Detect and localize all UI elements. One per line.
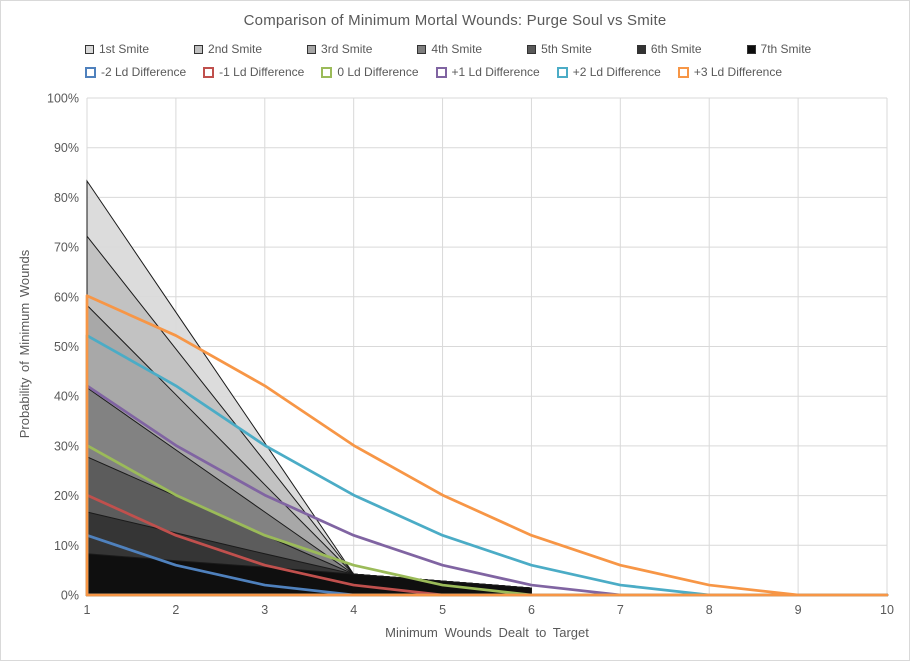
legend-swatch-smite-3 <box>307 44 317 54</box>
legend-item-ld-3: +1 Ld Difference <box>435 65 540 79</box>
y-tick-label: 0% <box>61 589 79 603</box>
y-tick-label: 40% <box>54 390 79 404</box>
legend-label: -2 Ld Difference <box>101 65 187 79</box>
chart-title: Comparison of Minimum Mortal Wounds: Pur… <box>243 12 667 29</box>
x-tick-label: 3 <box>261 603 268 617</box>
legend-label: 0 Ld Difference <box>337 65 419 79</box>
legend-item-ld-5: +3 Ld Difference <box>677 65 783 79</box>
legend-item-smite-2: 2nd Smite <box>194 42 262 56</box>
legend-item-smite-6: 6th Smite <box>636 42 702 56</box>
legend-swatch-ld-3 <box>435 66 447 78</box>
legend-swatch-smite-4 <box>417 44 427 54</box>
y-tick-label: 20% <box>54 489 79 503</box>
x-tick-label: 4 <box>350 603 357 617</box>
y-tick-label: 10% <box>54 539 79 553</box>
legend-label: 2nd Smite <box>208 42 263 56</box>
x-tick-label: 5 <box>439 603 446 617</box>
y-tick-label: 50% <box>54 340 79 354</box>
legend-swatch-smite-5 <box>527 44 537 54</box>
y-axis-title: Probability of Minimum Wounds <box>17 249 32 439</box>
legend-swatch-ld-5 <box>677 66 689 78</box>
legend-label: 6th Smite <box>650 42 702 56</box>
y-tick-label: 100% <box>47 92 79 106</box>
legend-item-ld-2: 0 Ld Difference <box>321 65 419 79</box>
x-tick-label: 8 <box>706 603 713 617</box>
legend-swatch-smite-6 <box>636 44 646 54</box>
x-tick-label: 7 <box>617 603 624 617</box>
y-tick-label: 70% <box>54 241 79 255</box>
legend-swatch-ld-4 <box>556 66 568 78</box>
line-series-ld-5 <box>85 294 889 597</box>
legend-item-ld-4: +2 Ld Difference <box>556 65 661 79</box>
legend-label: 7th Smite <box>760 42 812 56</box>
x-axis-title: Minimum Wounds Dealt to Target <box>385 625 589 640</box>
x-tick-label: 2 <box>172 603 179 617</box>
y-tick-label: 90% <box>54 141 79 155</box>
y-tick-label: 80% <box>54 191 79 205</box>
x-tick-label: 10 <box>880 603 894 617</box>
legend-item-smite-7: 7th Smite <box>746 42 812 56</box>
legend-swatch-ld-2 <box>321 66 333 78</box>
legend-swatch-ld-1 <box>203 66 215 78</box>
legend-swatch-smite-7 <box>746 44 756 54</box>
legend-label: +2 Ld Difference <box>572 65 661 79</box>
legend-item-smite-3: 3rd Smite <box>307 42 372 56</box>
legend-label: 4th Smite <box>431 42 483 56</box>
legend-label: 1st Smite <box>99 42 150 56</box>
legend-item-ld-1: -1 Ld Difference <box>203 65 304 79</box>
legend-swatch-smite-1 <box>85 44 94 54</box>
legend-item-smite-4: 4th Smite <box>417 42 482 56</box>
legend-label: -1 Ld Difference <box>219 65 305 79</box>
y-tick-label: 60% <box>54 290 79 304</box>
legend-label: +3 Ld Difference <box>693 65 783 79</box>
legend-item-smite-1: 1st Smite <box>85 42 149 56</box>
legend-swatch-ld-0 <box>85 66 96 78</box>
legend-label: +1 Ld Difference <box>451 65 540 79</box>
legend-smite-row: 1st Smite 2nd Smite 3rd Smite 4th Smite 5th … <box>85 42 811 56</box>
x-tick-label: 9 <box>795 603 802 617</box>
legend-label: 5th Smite <box>541 42 592 56</box>
legend-item-ld-0: -2 Ld Difference <box>85 65 186 79</box>
legend-ld-row: -2 Ld Difference -1 Ld Difference 0 Ld Dif… <box>85 65 782 79</box>
legend-label: 3rd Smite <box>321 42 373 56</box>
legend-item-smite-5: 5th Smite <box>527 42 592 56</box>
x-tick-label: 6 <box>528 603 535 617</box>
y-tick-label: 30% <box>54 439 79 453</box>
legend-swatch-smite-2 <box>194 44 204 54</box>
x-tick-label: 1 <box>84 603 91 617</box>
